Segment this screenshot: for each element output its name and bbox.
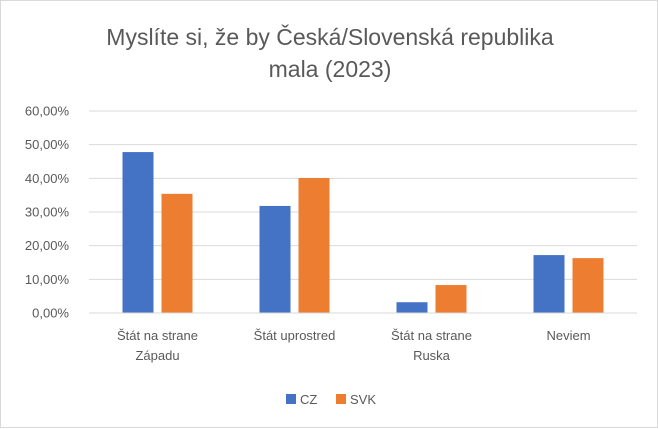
legend-swatch-svk bbox=[336, 394, 346, 404]
legend-swatch-cz bbox=[286, 394, 296, 404]
x-category-label-line: Štát na strane bbox=[117, 328, 198, 343]
y-tick-label: 0,00% bbox=[32, 306, 69, 321]
bar-cz-2 bbox=[259, 205, 291, 313]
bars bbox=[122, 152, 604, 313]
x-category-label: Štát na strane Ruska bbox=[391, 328, 472, 363]
bar-svk-1 bbox=[161, 193, 193, 313]
bar-cz-4 bbox=[533, 255, 565, 313]
x-category-label-line: Štát uprostred bbox=[254, 328, 336, 343]
bar-svk-2 bbox=[298, 177, 330, 313]
x-category-label-line: Štát na strane bbox=[391, 328, 472, 343]
y-tick-label: 50,00% bbox=[25, 137, 70, 152]
y-tick-label: 30,00% bbox=[25, 205, 70, 220]
legend-label-cz: CZ bbox=[300, 392, 317, 407]
x-category-label: Štát na strane Západu bbox=[117, 328, 198, 363]
x-axis: Štát na strane Západu Štát uprostred Štát n… bbox=[89, 312, 637, 363]
y-tick-label: 40,00% bbox=[25, 171, 70, 186]
chart-title-line-1: Myslíte si, že by Česká/Slovenská republ… bbox=[106, 23, 554, 50]
y-tick-label: 10,00% bbox=[25, 272, 70, 287]
x-category-label-line: Ruska bbox=[413, 348, 451, 363]
chart-title-line-2: mala (2023) bbox=[269, 56, 392, 82]
x-category-label-line: Neviem bbox=[546, 328, 590, 343]
y-axis: 0,00% 10,00% 20,00% 30,00% 40,00% 50,00% 60,00… bbox=[25, 104, 70, 321]
legend: CZ SVK bbox=[286, 392, 376, 407]
bar-cz-1 bbox=[122, 152, 154, 313]
bar-svk-4 bbox=[572, 258, 604, 313]
x-category-label-line: Západu bbox=[135, 348, 179, 363]
x-category-label: Štát uprostred bbox=[254, 328, 336, 343]
bar-cz-3 bbox=[396, 302, 428, 313]
y-tick-label: 20,00% bbox=[25, 238, 70, 253]
bar-svk-3 bbox=[435, 285, 467, 313]
legend-label-svk: SVK bbox=[350, 392, 376, 407]
y-tick-label: 60,00% bbox=[25, 104, 70, 119]
x-category-label: Neviem bbox=[546, 328, 590, 343]
chart-title: Myslíte si, že by Česká/Slovenská republ… bbox=[106, 23, 554, 82]
